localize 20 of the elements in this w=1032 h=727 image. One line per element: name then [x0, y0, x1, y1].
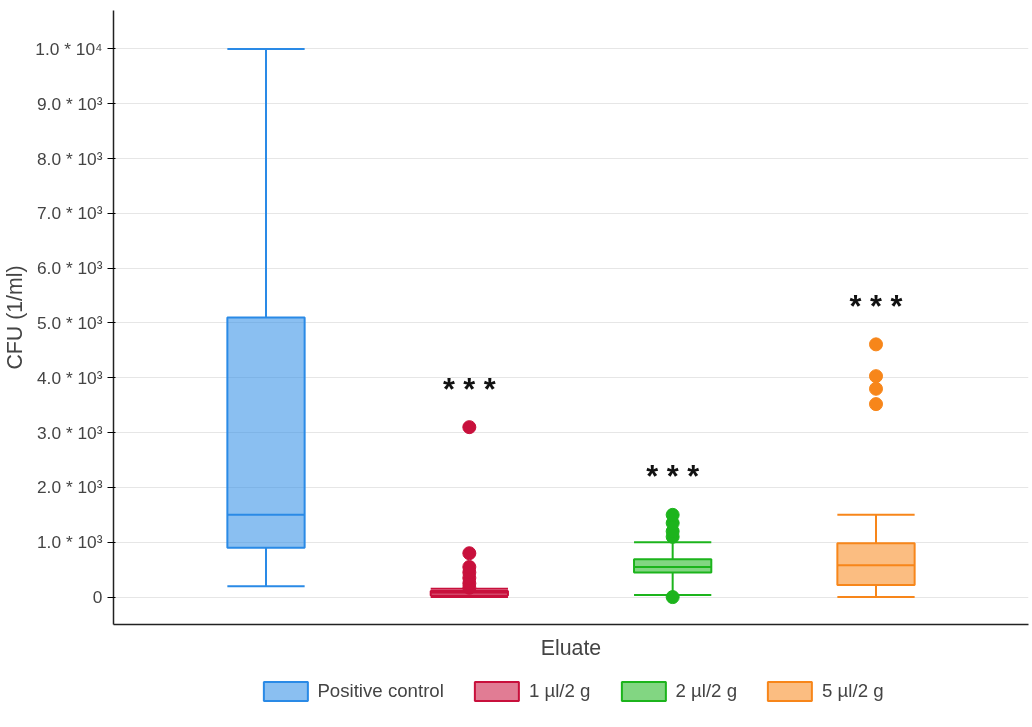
- annotation: * * *: [849, 288, 903, 323]
- y-tick-label: 1.0 * 10³: [36, 532, 103, 553]
- y-tick-label: 5.0 * 10³: [36, 312, 103, 333]
- y-tick-label: 8.0 * 10³: [36, 148, 103, 169]
- y-tick-label: 6.0 * 10³: [36, 258, 103, 279]
- legend-label: Positive control: [317, 680, 444, 702]
- legend-label: 2 µl/2 g: [675, 680, 738, 702]
- annotation: * * *: [646, 459, 700, 494]
- y-axis-title: CFU (1/ml): [3, 265, 28, 370]
- y-tick-label: 9.0 * 10³: [36, 93, 103, 114]
- y-tick-label: 0: [92, 587, 103, 608]
- y-tick-label: 3.0 * 10³: [36, 422, 103, 443]
- y-tick-label: 4.0 * 10³: [36, 367, 103, 388]
- x-axis-title: Eluate: [540, 635, 602, 660]
- y-tick-label: 1.0 * 10⁴: [35, 38, 103, 59]
- annotation: * * *: [442, 371, 496, 406]
- legend-label: 5 µl/2 g: [822, 680, 884, 702]
- legend-label: 1 µl/2 g: [528, 680, 591, 702]
- y-tick-label: 2.0 * 10³: [36, 477, 103, 498]
- y-tick-label: 7.0 * 10³: [36, 203, 103, 224]
